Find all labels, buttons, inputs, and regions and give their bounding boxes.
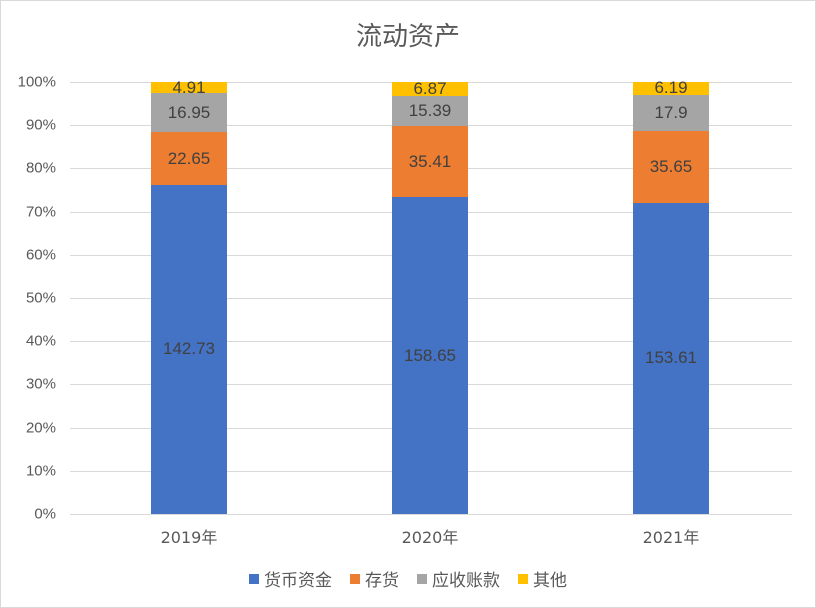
y-tick-label: 60% [25,246,56,264]
legend-swatch-icon [350,573,360,584]
bar-segment: 158.65 [392,197,468,514]
legend-label: 存货 [365,571,399,591]
bar-segment: 153.61 [633,202,709,514]
y-tick-label: 100% [17,73,56,91]
legend-item: 其他 [518,566,567,591]
y-tick-label: 80% [25,159,56,177]
y-tick-label: 0% [34,505,56,523]
legend: 货币资金 存货 应收账款 其他 [0,566,816,591]
legend-item: 存货 [350,566,399,591]
bar-2019年: 142.73 22.65 16.95 4.91 [151,78,227,514]
legend-item: 货币资金 [249,566,332,591]
y-tick-label: 30% [25,375,56,393]
x-tick-label: 2021年 [642,528,700,547]
y-tick-label: 10% [25,462,56,480]
bar-segment: 15.39 [392,95,468,127]
x-tick-label: 2019年 [160,528,218,547]
bar-segment: 142.73 [151,184,227,514]
y-tick-label: 70% [25,203,56,221]
y-tick-label: 20% [25,419,56,437]
legend-label: 应收账款 [432,571,500,591]
y-tick-label: 90% [25,116,56,134]
chart-title: 流动资产 [355,22,460,52]
legend-label: 其他 [533,571,567,591]
bar-segment: 6.87 [392,79,468,98]
bar-2021年: 153.61 35.65 17.9 6.19 [633,78,709,514]
gridline [70,514,792,515]
bar-segment: 17.9 [633,94,709,131]
legend-swatch-icon [249,573,259,584]
bar-2020年: 158.65 35.41 15.39 6.87 [392,79,468,514]
bar-segment: 4.91 [151,78,227,97]
bar-segment: 6.19 [633,78,709,97]
y-tick-label: 50% [25,289,56,307]
legend-label: 货币资金 [264,571,332,591]
legend-swatch-icon [518,573,528,584]
bar-segment: 16.95 [151,93,227,133]
bar-segment: 35.41 [392,126,468,198]
legend-item: 应收账款 [417,566,500,591]
plot-area: 142.73 22.65 16.95 4.91 158.65 35.41 15.39 6.87… [70,78,792,515]
bar-segment: 35.65 [633,130,709,203]
x-tick-label: 2020年 [401,528,459,547]
y-tick-label: 40% [25,332,56,350]
bar-segment: 22.65 [151,132,227,185]
legend-swatch-icon [417,573,427,584]
